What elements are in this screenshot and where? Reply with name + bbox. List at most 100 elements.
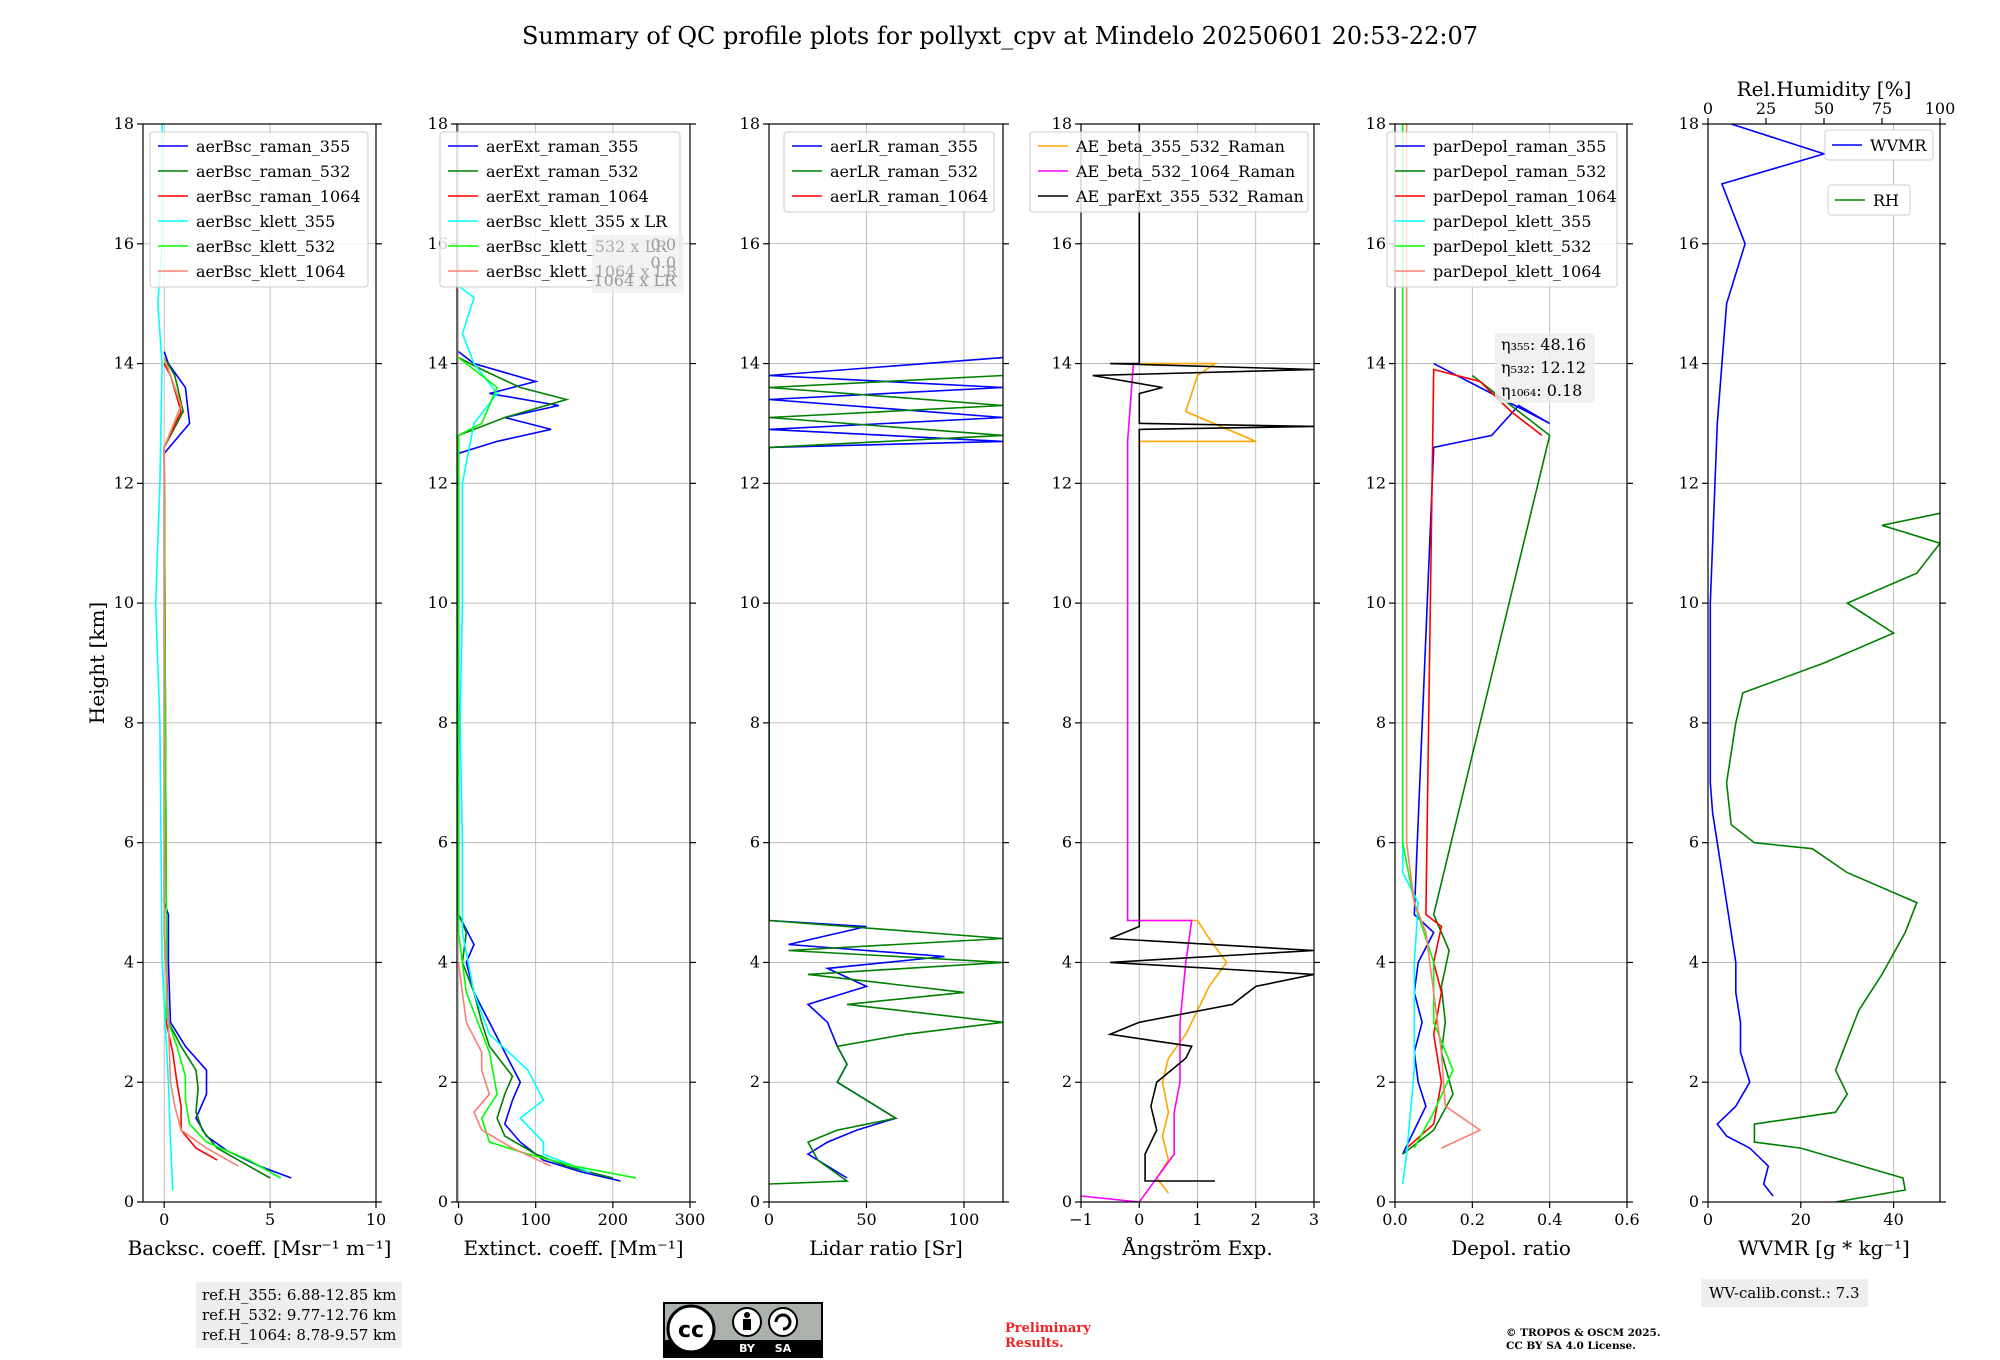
ytick-label: 0 bbox=[1689, 1192, 1699, 1211]
axes-frame-lr bbox=[768, 123, 1004, 1203]
ytick-label: 8 bbox=[124, 713, 134, 732]
legend-label: aerExt_raman_355 bbox=[486, 137, 639, 156]
axes-frame-depol bbox=[1394, 123, 1628, 1203]
legend-label: aerExt_raman_1064 bbox=[486, 187, 649, 206]
xtick-label: 0 bbox=[764, 1210, 774, 1229]
xtick-label: 10 bbox=[366, 1210, 386, 1229]
series-aerExt_raman_355 bbox=[457, 350, 621, 1182]
axes-frame-ext bbox=[456, 123, 691, 1203]
ytick-label: 8 bbox=[1062, 713, 1072, 732]
panel-depol: 0 2 4 6 8 10 12 14 16 18 0.0 0.2 0.4 0.6 Depol. ratio p… bbox=[1366, 114, 1640, 1260]
xtick-label: 5 bbox=[265, 1210, 275, 1229]
ytick-label: 10 bbox=[1052, 593, 1072, 612]
series-aerBsc_raman_355 bbox=[163, 351, 292, 1179]
legend-label: aerBsc_raman_532 bbox=[196, 162, 350, 181]
ytick-label: 12 bbox=[1679, 473, 1699, 492]
legend-lr: aerLR_raman_355 aerLR_raman_532 aerLR_rama… bbox=[783, 131, 995, 213]
ytick-label: 16 bbox=[1679, 234, 1699, 253]
series-group-ae bbox=[1081, 124, 1314, 1202]
annotation-text: 0.0 bbox=[651, 253, 676, 272]
xtick-label: 0 bbox=[159, 1210, 169, 1229]
ytick-label: 2 bbox=[1376, 1072, 1386, 1091]
depol-eta-box: η₃₅₅: 48.16 η₅₃₂: 12.12 η₁₀₆₄: 0.18 bbox=[1495, 333, 1595, 403]
ytick-label: 10 bbox=[428, 593, 448, 612]
xtick-label: 2 bbox=[1251, 1210, 1261, 1229]
xtick-label: 0.6 bbox=[1614, 1210, 1639, 1229]
ytick-label: 16 bbox=[1366, 234, 1386, 253]
ytick-label: 8 bbox=[1689, 713, 1699, 732]
xtick-label: 1 bbox=[1192, 1210, 1202, 1229]
xtick-label: 0 bbox=[1134, 1210, 1144, 1229]
legend-label: aerBsc_klett_1064 bbox=[196, 262, 345, 281]
legend-frame bbox=[1827, 184, 1911, 216]
legend-label: parDepol_raman_1064 bbox=[1433, 187, 1617, 206]
xtick-label: 300 bbox=[675, 1210, 706, 1229]
legend-frame bbox=[1386, 131, 1618, 288]
legend-label: AE_beta_355_532_Raman bbox=[1075, 137, 1285, 156]
cc-license-badge: cc BY SA bbox=[663, 1302, 823, 1358]
xtick-label: 40 bbox=[1883, 1210, 1903, 1229]
series-group-wv bbox=[1709, 124, 1940, 1202]
ytick-label: 14 bbox=[740, 354, 760, 373]
series-aerBsc_klett_1064 x LR bbox=[457, 962, 552, 1167]
ytick-label: 2 bbox=[1689, 1072, 1699, 1091]
legend-label: AE_beta_532_1064_Raman bbox=[1075, 162, 1295, 181]
x2tick-label: 100 bbox=[1925, 99, 1956, 118]
legend-label: parDepol_klett_532 bbox=[1433, 237, 1591, 256]
series-AE_parExt_355_532_Raman bbox=[1092, 124, 1314, 1182]
copyright-note: © TROPOS & OSCM 2025. CC BY SA 4.0 Licen… bbox=[1506, 1327, 1661, 1353]
ytick-label: 10 bbox=[1366, 593, 1386, 612]
series-AE_beta_355_532_Raman bbox=[1138, 362, 1257, 1194]
series-aerBsc_raman_532 bbox=[163, 357, 271, 1179]
ytick-label: 6 bbox=[124, 833, 134, 852]
legend-wvmr: WVMR bbox=[1824, 129, 1934, 161]
ytick-label: 2 bbox=[438, 1072, 448, 1091]
ytick-label: 4 bbox=[1376, 952, 1386, 971]
legend-label: aerLR_raman_532 bbox=[830, 162, 978, 181]
ytick-label: 14 bbox=[1366, 354, 1386, 373]
eta-value: η₁₀₆₄: 0.18 bbox=[1501, 381, 1582, 400]
xtick-label: 200 bbox=[598, 1210, 629, 1229]
ytick-label: 18 bbox=[740, 114, 760, 133]
xtick-label: 0.4 bbox=[1537, 1210, 1562, 1229]
ytick-label: 2 bbox=[1062, 1072, 1072, 1091]
series-aerBsc_klett_1064 bbox=[163, 357, 239, 1167]
ytick-label: 18 bbox=[428, 114, 448, 133]
figure-title: Summary of QC profile plots for pollyxt_… bbox=[522, 22, 1478, 50]
series-WVMR bbox=[1709, 124, 1827, 1197]
legend-label: aerBsc_raman_1064 bbox=[196, 187, 361, 206]
ytick-label: 8 bbox=[438, 713, 448, 732]
ytick-label: 8 bbox=[1376, 713, 1386, 732]
ytick-label: 0 bbox=[438, 1192, 448, 1211]
series-group-bsc bbox=[154, 124, 292, 1191]
panel-lr: 0 2 4 6 8 10 12 14 16 18 0 50 100 Lidar ratio [Sr] aer… bbox=[740, 114, 1009, 1260]
ytick-label: 18 bbox=[1679, 114, 1699, 133]
xtick-label: −1 bbox=[1069, 1210, 1093, 1229]
ytick-label: 12 bbox=[740, 473, 760, 492]
legend-label: parDepol_klett_1064 bbox=[1433, 262, 1602, 281]
panel-bsc: 0 2 4 6 8 10 12 14 16 18 0 5 10 Backsc. coeff. [Msr⁻¹… bbox=[85, 114, 391, 1260]
legend-frame bbox=[149, 131, 369, 288]
legend-label: aerLR_raman_355 bbox=[830, 137, 978, 156]
legend-label: aerBsc_klett_532 bbox=[196, 237, 335, 256]
refh-1064: ref.H_1064: 8.78-9.57 km bbox=[202, 1326, 397, 1344]
series-parDepol_klett_355 bbox=[1401, 124, 1420, 1185]
legend-frame bbox=[783, 131, 995, 213]
copyright-line-1: © TROPOS & OSCM 2025. bbox=[1506, 1327, 1661, 1339]
eta-value: η₃₅₅: 48.16 bbox=[1501, 335, 1586, 354]
series-AE_beta_532_1064_Raman bbox=[1081, 363, 1193, 1202]
ytick-label: 14 bbox=[1052, 354, 1072, 373]
ytick-label: 12 bbox=[1052, 473, 1072, 492]
ytick-label: 18 bbox=[1366, 114, 1386, 133]
xaxis-label-depol: Depol. ratio bbox=[1451, 1236, 1571, 1260]
series-group-depol bbox=[1401, 124, 1551, 1185]
legend-label: parDepol_raman_355 bbox=[1433, 137, 1606, 156]
legend-frame bbox=[1029, 131, 1309, 213]
xtick-label: 0.2 bbox=[1460, 1210, 1485, 1229]
ytick-label: 18 bbox=[114, 114, 134, 133]
axes-frame-bsc bbox=[142, 123, 377, 1203]
xaxis-label-lr: Lidar ratio [Sr] bbox=[809, 1236, 963, 1260]
ytick-label: 12 bbox=[1366, 473, 1386, 492]
